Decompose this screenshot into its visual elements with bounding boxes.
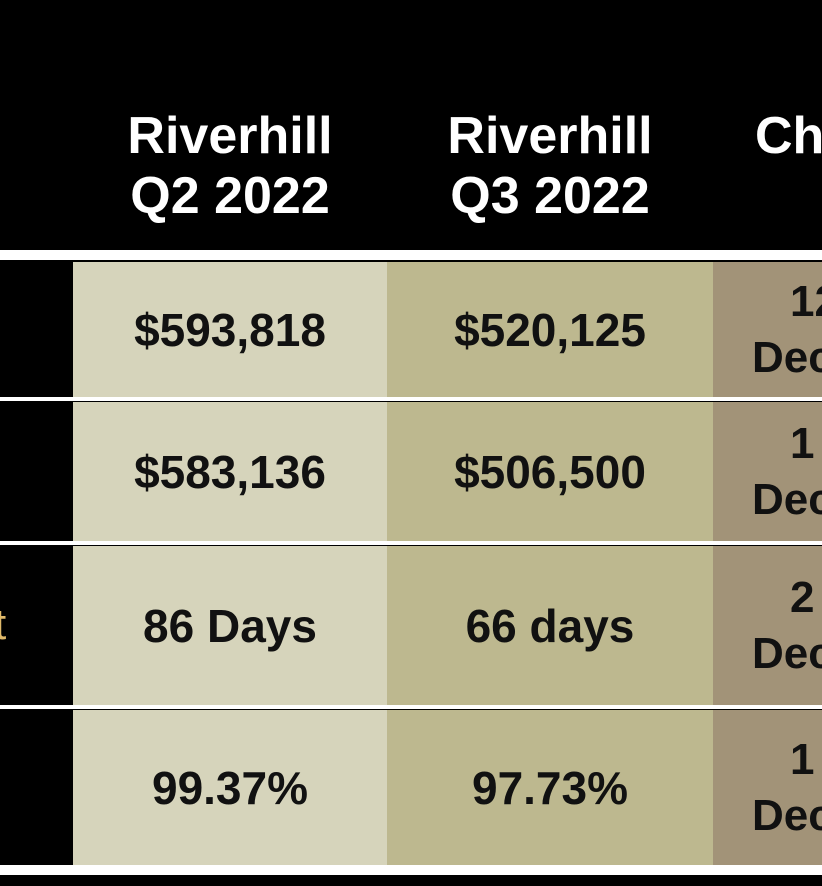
- change-cell: [713, 710, 822, 865]
- value-cell: 99.37%: [73, 710, 387, 865]
- change-text: Dec: [752, 332, 822, 382]
- header-cell: Riverhill: [127, 107, 333, 165]
- row-label: t: [0, 599, 7, 649]
- header-cell: Q2 2022: [130, 167, 330, 225]
- value-cell: $593,818: [73, 262, 387, 397]
- change-text: 1: [790, 734, 815, 784]
- change-cell: [713, 262, 822, 397]
- separator: [0, 397, 822, 401]
- value-cell: $506,500: [387, 402, 713, 541]
- separator: [0, 705, 822, 709]
- change-text: Dec: [752, 628, 822, 678]
- header-cell: Q3 2022: [450, 167, 650, 225]
- separator: [0, 541, 822, 545]
- change-text: Dec: [752, 474, 822, 524]
- value-cell: 66 days: [387, 546, 713, 705]
- change-text: 1: [790, 418, 815, 468]
- header-cell: Riverhill: [447, 107, 653, 165]
- value-cell: $520,125: [387, 262, 713, 397]
- value-cell: 97.73%: [387, 710, 713, 865]
- value-cell: $583,136: [73, 402, 387, 541]
- change-text: Dec: [752, 790, 822, 840]
- header-cell: Ch: [755, 107, 822, 165]
- change-cell: [713, 402, 822, 541]
- change-text: 12: [790, 276, 822, 326]
- change-cell: [713, 546, 822, 705]
- value-cell: 86 Days: [73, 546, 387, 705]
- separator: [0, 250, 822, 260]
- separator: [0, 865, 822, 875]
- change-text: 2: [790, 572, 815, 622]
